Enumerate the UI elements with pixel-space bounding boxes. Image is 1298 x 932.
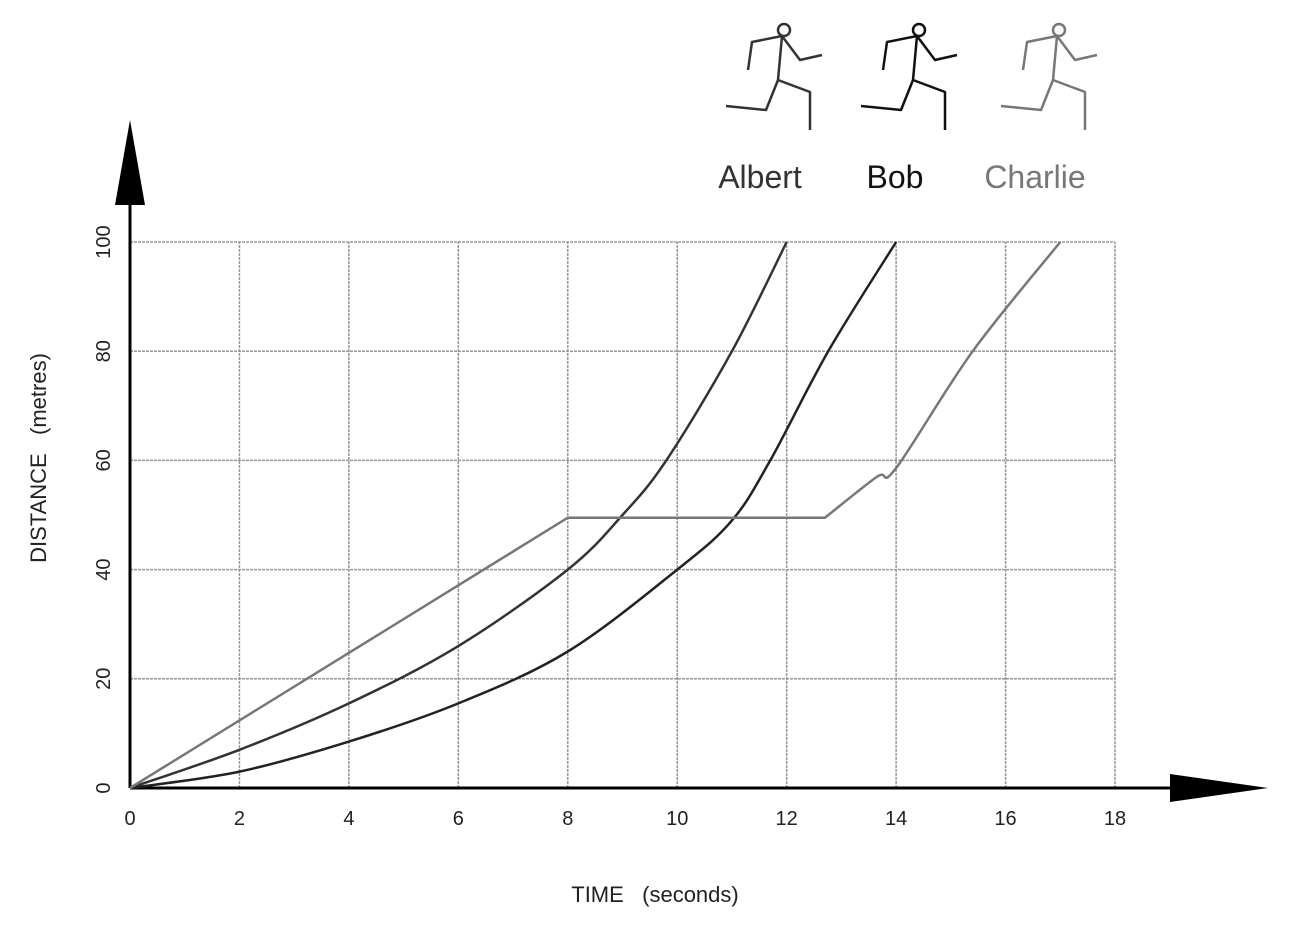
x-tick-label: 18 bbox=[1104, 808, 1126, 830]
x-tick-label: 12 bbox=[776, 808, 798, 830]
x-tick-label: 0 bbox=[124, 808, 135, 830]
y-axis-arrow bbox=[115, 120, 145, 205]
y-axis-label: DISTANCE (metres) bbox=[26, 353, 51, 563]
axes bbox=[115, 120, 1268, 802]
grid bbox=[130, 241, 1116, 788]
runner-icon-charlie bbox=[1000, 22, 1098, 130]
series-line-albert bbox=[129, 241, 788, 790]
legend-label-charlie: Charlie bbox=[984, 159, 1085, 195]
legend: Albert Bob Charlie bbox=[718, 22, 1098, 195]
y-tick-label: 80 bbox=[93, 340, 115, 362]
x-tick-label: 10 bbox=[666, 808, 688, 830]
series-line-charlie bbox=[129, 241, 1062, 790]
x-axis-label: TIME (seconds) bbox=[571, 882, 738, 907]
y-tick-label: 40 bbox=[93, 558, 115, 580]
legend-label-albert: Albert bbox=[718, 159, 802, 195]
x-tick-label: 14 bbox=[885, 808, 907, 830]
y-tick-label: 20 bbox=[93, 668, 115, 690]
x-axis-arrow bbox=[1170, 774, 1268, 802]
legend-label-bob: Bob bbox=[867, 159, 924, 195]
y-tick-label: 100 bbox=[93, 225, 115, 258]
y-tick-label: 0 bbox=[93, 782, 115, 793]
x-tick-label: 4 bbox=[343, 808, 354, 830]
x-tick-label: 16 bbox=[994, 808, 1016, 830]
runner-icon-bob bbox=[860, 22, 958, 130]
x-tick-label: 8 bbox=[562, 808, 573, 830]
x-tick-label: 2 bbox=[234, 808, 245, 830]
x-tick-label: 6 bbox=[453, 808, 464, 830]
y-tick-label: 60 bbox=[93, 449, 115, 471]
series-line-bob bbox=[129, 241, 898, 790]
runner-icon-albert bbox=[725, 22, 823, 130]
